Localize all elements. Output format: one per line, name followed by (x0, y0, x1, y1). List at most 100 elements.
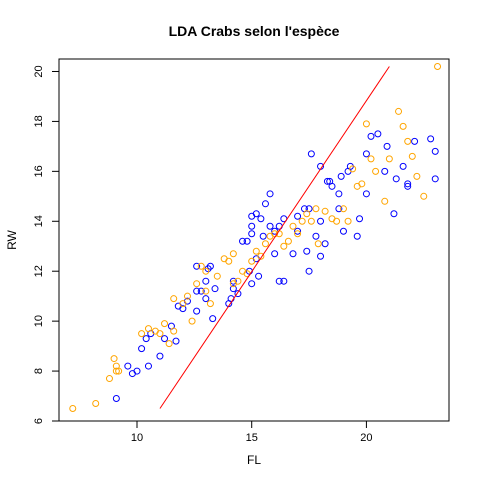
data-point (434, 62, 442, 70)
discriminant-line (159, 66, 390, 409)
data-point (356, 215, 364, 223)
data-point (252, 210, 260, 218)
data-point (294, 212, 302, 220)
data-point (404, 180, 412, 188)
data-point (362, 120, 370, 128)
data-point (211, 285, 219, 293)
data-point (188, 317, 196, 325)
data-point (413, 172, 421, 180)
data-point (172, 337, 180, 345)
data-point (248, 280, 256, 288)
data-point (333, 217, 341, 225)
data-point (399, 162, 407, 170)
data-point (294, 230, 302, 238)
data-point (404, 137, 412, 145)
data-point (261, 240, 269, 248)
data-point (392, 175, 400, 183)
data-point (339, 205, 347, 213)
data-point (362, 190, 370, 198)
data-point (289, 222, 297, 230)
data-point (305, 267, 313, 275)
data-point (344, 217, 352, 225)
data-point (138, 330, 146, 338)
y-tick-label: 18 (33, 115, 45, 127)
data-point (362, 150, 370, 158)
y-tick-label: 12 (33, 265, 45, 277)
data-point (321, 207, 329, 215)
data-point (144, 325, 152, 333)
lines-layer (159, 66, 390, 409)
data-point (385, 155, 393, 163)
data-point (133, 367, 141, 375)
data-point (112, 395, 120, 403)
data-point (411, 137, 419, 145)
data-point (202, 267, 210, 275)
data-point (202, 277, 210, 285)
data-point (202, 287, 210, 295)
data-point (314, 240, 322, 248)
data-point (252, 247, 260, 255)
data-point (427, 135, 435, 143)
data-point (395, 107, 403, 115)
data-point (266, 222, 274, 230)
y-tick-label: 16 (33, 165, 45, 177)
data-point (374, 130, 382, 138)
data-point (138, 345, 146, 353)
data-point (202, 295, 210, 303)
data-point (261, 200, 269, 208)
data-point (337, 172, 345, 180)
data-point (229, 250, 237, 258)
data-point (183, 292, 191, 300)
data-point (170, 327, 178, 335)
y-axis-label: RW (5, 229, 19, 249)
data-point (321, 240, 329, 248)
data-point (404, 182, 412, 190)
y-axis: 6 8 10 12 14 16 18 20 (33, 65, 60, 424)
data-point (271, 250, 279, 258)
data-point (431, 147, 439, 155)
data-point (280, 277, 288, 285)
data-point (303, 210, 311, 218)
data-point (234, 290, 242, 298)
y-tick-label: 10 (33, 315, 45, 327)
data-point (193, 287, 201, 295)
data-point (323, 177, 331, 185)
data-point (234, 277, 242, 285)
data-point (349, 165, 357, 173)
chart-title: LDA Crabs selon l'espèce (169, 23, 340, 39)
data-point (112, 367, 120, 375)
data-point (156, 330, 164, 338)
data-point (206, 300, 214, 308)
data-point (298, 217, 306, 225)
data-point (229, 277, 237, 285)
data-point (255, 272, 263, 280)
y-tick-label: 20 (33, 65, 45, 77)
data-point (381, 167, 389, 175)
data-point (92, 400, 100, 408)
data-point (408, 152, 416, 160)
x-tick-label: 20 (360, 432, 372, 444)
data-point (193, 307, 201, 315)
data-point (289, 250, 297, 258)
data-point (307, 150, 315, 158)
data-point (248, 230, 256, 238)
data-point (257, 252, 265, 260)
data-point (328, 182, 336, 190)
data-point (124, 362, 132, 370)
data-point (317, 252, 325, 260)
data-point (284, 237, 292, 245)
data-point (275, 277, 283, 285)
data-point (170, 295, 178, 303)
data-point (142, 335, 150, 343)
data-point (206, 262, 214, 270)
data-point (335, 190, 343, 198)
x-axis: 10 15 20 (131, 420, 373, 444)
data-point (213, 272, 221, 280)
data-point (179, 305, 187, 313)
data-point (307, 217, 315, 225)
data-point (431, 175, 439, 183)
data-point (209, 315, 217, 323)
data-point (335, 205, 343, 213)
data-point (243, 237, 251, 245)
